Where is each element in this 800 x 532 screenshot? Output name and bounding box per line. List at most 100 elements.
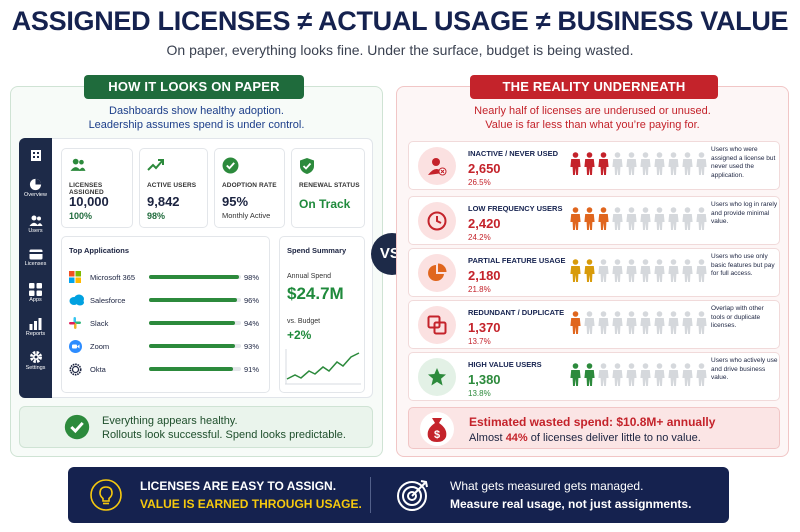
footer-line: What gets measured gets managed. [450,479,643,493]
stat-label: RENEWAL STATUS [299,182,360,189]
person-icon [570,311,581,335]
person-icon [584,207,595,231]
budget-value: +2% [287,328,311,342]
person-icon [654,207,665,231]
reality-lead-line: Nearly half of licenses are underused or… [396,104,789,118]
person-icon [668,363,679,387]
footer-divider [370,477,371,513]
person-icon [584,363,595,387]
money-bag-icon: $ [420,412,454,446]
row-icon-badge [418,306,456,344]
healthy-line: Everything appears healthy. [102,414,346,428]
person-icon [640,363,651,387]
people-indicator [570,207,710,231]
okta-logo-icon [69,363,82,376]
stat-sub: Monthly Active [222,211,270,220]
app-pct: 91% [244,365,259,374]
person-icon [682,207,693,231]
person-icon [584,311,595,335]
pie-icon [427,263,447,283]
dashboard-sidebar: Overview Users Licenses Apps Reports Set… [19,138,52,398]
app-name: Microsoft 365 [90,273,135,282]
stat-card-renewal: RENEWAL STATUS On Track [291,148,365,228]
nav-item-reports[interactable]: Reports [19,317,52,337]
person-icon [696,152,707,176]
top-applications-card: Top Applications Microsoft 365 98% Sales… [61,236,270,393]
person-icon [626,363,637,387]
paper-heading: HOW IT LOOKS ON PAPER [84,75,304,99]
row-category: HIGH VALUE USERS [468,360,542,369]
reality-row: LOW FREQUENCY USERS 2,420 24.2% Users who l… [408,196,780,245]
person-icon [640,259,651,283]
person-icon [584,152,595,176]
person-icon [626,311,637,335]
check-circle-icon [222,157,239,174]
footer-line-highlight: VALUE IS EARNED THROUGH USAGE. [140,497,362,511]
row-count: 2,420 [468,216,501,231]
person-icon [598,311,609,335]
stat-sub: 100% [69,211,92,221]
budget-label: vs. Budget [287,318,320,325]
person-icon [682,363,693,387]
card-icon [29,249,43,260]
row-category: LOW FREQUENCY USERS [468,204,562,213]
spend-sparkline [285,349,361,385]
nav-item-settings[interactable]: Settings [19,350,52,371]
wasted-spend-note: Almost 44% of licenses deliver little to… [469,432,701,444]
spend-summary-card: Spend Summary Annual Spend $24.7M vs. Bu… [279,236,365,393]
app-row: Slack 94% [69,317,264,331]
clock-icon [427,211,447,231]
nav-item-licenses[interactable]: Licenses [19,249,52,267]
person-icon [626,207,637,231]
person-icon [570,363,581,387]
person-icon [626,259,637,283]
people-indicator [570,311,710,335]
row-icon-badge [418,202,456,240]
trend-up-icon [147,157,165,172]
person-icon [668,311,679,335]
people-indicator [570,363,710,387]
zoom-logo-icon [69,340,82,353]
slack-logo-icon [69,317,81,329]
nav-item-users[interactable]: Users [19,214,52,234]
wasted-spend-banner: $ Estimated wasted spend: $10.8M+ annual… [408,407,780,449]
person-icon [598,363,609,387]
healthy-text: Everything appears healthy. Rollouts loo… [102,414,346,442]
person-icon [654,152,665,176]
grid-icon [29,283,42,296]
row-count: 1,370 [468,320,501,335]
nav-item-overview[interactable]: Overview [19,178,52,198]
nav-item-home[interactable] [19,148,52,162]
nav-item-apps[interactable]: Apps [19,283,52,303]
row-count: 1,380 [468,372,501,387]
gear-icon [29,350,43,364]
nav-label: Users [19,228,52,234]
person-icon [598,152,609,176]
stat-label: ACTIVE USERS [147,182,196,189]
usage-bar [149,344,241,348]
reality-row: HIGH VALUE USERS 1,380 13.8% Users who acti… [408,352,780,401]
person-icon [654,363,665,387]
reality-row: PARTIAL FEATURE USAGE 2,180 21.8% Users who… [408,248,780,297]
people-indicator [570,259,710,283]
paper-lead: Dashboards show healthy adoption. Leader… [10,104,383,132]
row-pct: 13.7% [468,337,491,346]
app-pct: 94% [244,319,259,328]
footer-line: Measure real usage, not just assignments… [450,497,691,511]
row-category: REDUNDANT / DUPLICATE [468,308,564,317]
paper-lead-line: Dashboards show healthy adoption. [10,104,383,118]
person-icon [654,311,665,335]
person-icon [696,207,707,231]
row-description: Users who were assigned a license but ne… [711,146,779,180]
users-icon [69,157,87,172]
app-row: Okta 91% [69,363,264,377]
person-icon [570,207,581,231]
app-pct: 96% [244,296,259,305]
person-icon [640,207,651,231]
usage-bar [149,367,241,371]
usage-bar [149,275,241,279]
app-row: Salesforce 96% [69,294,264,308]
person-icon [696,311,707,335]
nav-label: Overview [19,192,52,198]
reality-row: REDUNDANT / DUPLICATE 1,370 13.7% Overlap w… [408,300,780,349]
